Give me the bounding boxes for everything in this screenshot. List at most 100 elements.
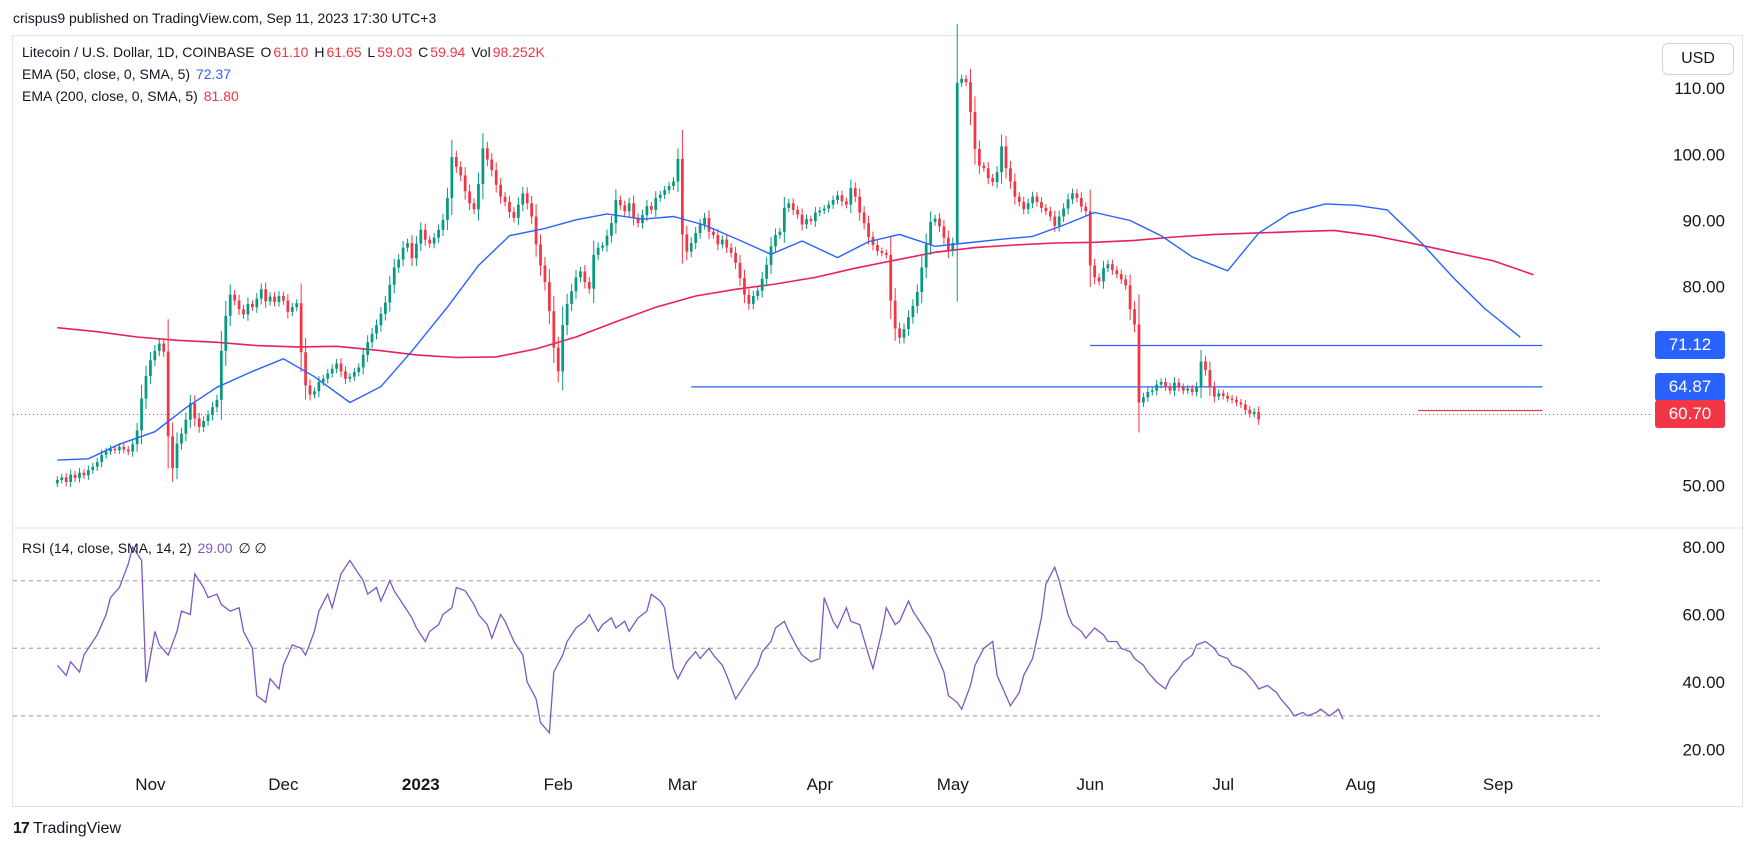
rsi-tick-label: 40.00 — [1682, 673, 1725, 692]
candle-body — [344, 371, 347, 379]
candle-body — [667, 186, 671, 191]
candle-body — [889, 254, 893, 301]
candle-body — [1102, 268, 1105, 282]
time-tick-label: Mar — [668, 775, 698, 794]
candle-body — [734, 252, 737, 263]
candle-body — [78, 472, 81, 478]
ema50-label: EMA (50, close, 0, SMA, 5) — [22, 66, 191, 82]
price-tick-label: 50.00 — [1682, 476, 1725, 495]
candle-body — [339, 363, 343, 372]
time-tick-label: Sep — [1483, 775, 1513, 794]
candle-body — [1159, 382, 1163, 385]
volume-value: 98.252K — [492, 44, 545, 60]
candle-body — [397, 259, 401, 268]
candle-body — [1115, 270, 1119, 275]
candle-body — [401, 247, 405, 260]
candle-body — [149, 360, 152, 377]
candle-body — [955, 82, 959, 243]
currency-button[interactable]: USD — [1662, 43, 1734, 75]
candle-body — [463, 175, 467, 192]
ema50-layer — [57, 203, 1521, 461]
candle-body — [1057, 216, 1061, 226]
candle-body — [778, 231, 782, 236]
candle-body — [720, 239, 724, 245]
price-tick-label: 100.00 — [1673, 145, 1725, 164]
candle-body — [942, 226, 946, 238]
candle-body — [725, 239, 729, 248]
candle-body — [175, 443, 179, 469]
candle-body — [286, 300, 290, 312]
candle-body — [973, 111, 977, 149]
candle-body — [1181, 387, 1185, 391]
candle-body — [610, 223, 613, 236]
time-tick-label: Nov — [135, 775, 166, 794]
main-legend: Litecoin / U.S. Dollar, 1D, COINBASE O 61… — [22, 44, 547, 60]
candle-body — [933, 218, 937, 222]
candle-body — [951, 243, 955, 251]
time-tick-label: Apr — [807, 775, 834, 794]
candle-body — [140, 398, 143, 431]
candle-body — [760, 278, 764, 291]
candle-body — [592, 254, 596, 289]
candle-body — [1066, 199, 1070, 209]
candle-body — [503, 196, 507, 202]
candle-body — [654, 197, 658, 210]
rsi-layer — [13, 545, 1600, 735]
candle-body — [712, 231, 715, 236]
candle-body — [432, 237, 436, 244]
ema50-legend: EMA (50, close, 0, SMA, 5) 72.37 — [22, 66, 233, 82]
candle-body — [352, 372, 356, 377]
candle-body — [326, 373, 330, 379]
rsi-legend: RSI (14, close, SMA, 14, 2) 29.00 ∅ ∅ — [22, 540, 269, 557]
candle-body — [853, 188, 857, 197]
candle-body — [1133, 309, 1136, 325]
candle-body — [765, 264, 768, 279]
candle-body — [224, 315, 228, 351]
candle-body — [69, 474, 73, 482]
candle-body — [548, 282, 551, 312]
candle-body — [423, 229, 427, 240]
candle-body — [663, 190, 667, 195]
candle-body — [255, 298, 259, 308]
time-tick-label: Jun — [1076, 775, 1103, 794]
candle-body — [1137, 324, 1141, 403]
candle-body — [818, 210, 822, 213]
candle-body — [454, 156, 458, 167]
candle-body — [978, 149, 981, 166]
rsi-tick-label: 80.00 — [1682, 538, 1725, 557]
candle-body — [658, 194, 662, 198]
candle-body — [960, 78, 964, 83]
candle-body — [969, 82, 972, 112]
ema50-line — [57, 203, 1521, 461]
candle-body — [1048, 211, 1052, 217]
candle-body — [1155, 384, 1159, 391]
candle-body — [100, 454, 104, 463]
candle-body — [787, 203, 791, 208]
candle-body — [1022, 201, 1026, 210]
candle-body — [1004, 146, 1008, 169]
candle-body — [1221, 393, 1225, 396]
candle-body — [689, 243, 693, 252]
candle-body — [180, 433, 183, 444]
candle-body — [477, 184, 480, 210]
candle-body — [246, 303, 250, 315]
candle-body — [299, 303, 303, 353]
chart-frame — [12, 35, 1743, 807]
candle-body — [113, 448, 117, 451]
candle-body — [264, 289, 268, 302]
candle-body — [601, 245, 604, 248]
high-label: H — [314, 44, 325, 60]
candle-body — [796, 209, 800, 215]
candle-body — [1248, 409, 1252, 414]
candle-body — [1031, 196, 1034, 204]
candle-body — [419, 229, 423, 244]
time-tick-label: Aug — [1345, 775, 1375, 794]
candle-body — [636, 217, 640, 224]
candle-body — [561, 325, 565, 372]
candle-body — [446, 197, 449, 220]
ema200-legend: EMA (200, close, 0, SMA, 5) 81.80 — [22, 88, 241, 104]
candle-body — [1035, 196, 1039, 202]
candle-body — [1062, 208, 1065, 217]
price-tick-label: 90.00 — [1682, 211, 1725, 230]
